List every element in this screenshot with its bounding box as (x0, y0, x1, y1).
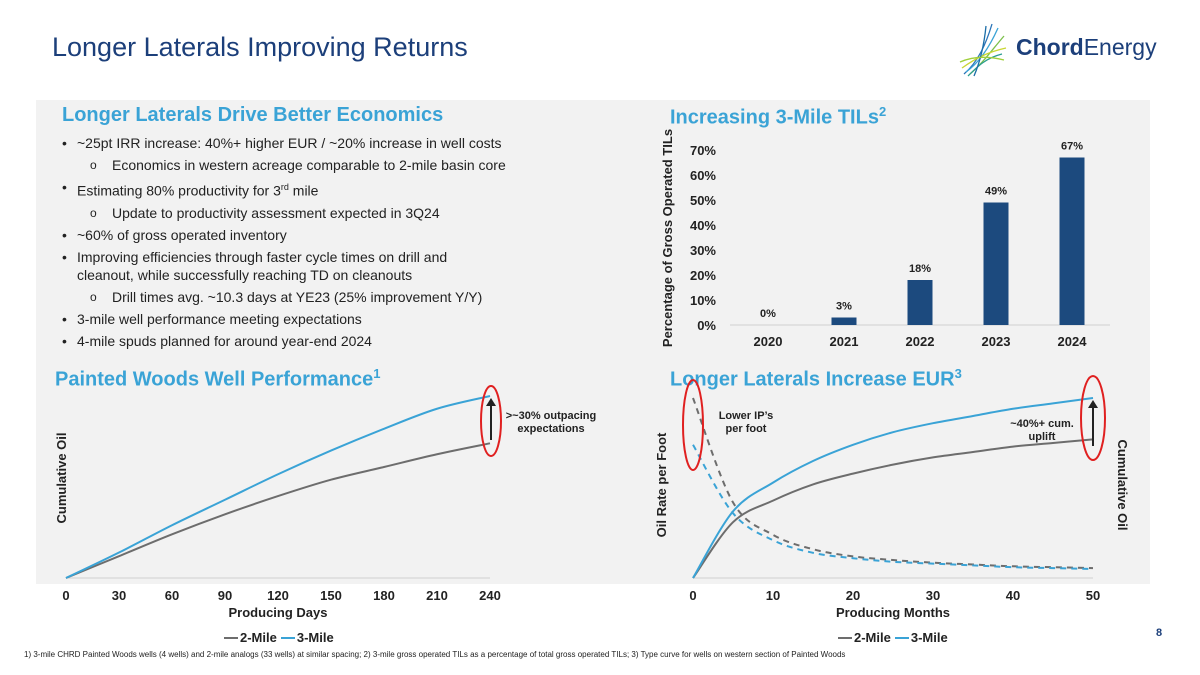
painted-woods-title: Painted Woods Well Performance1 (55, 366, 381, 391)
legend-swatch-2mile (838, 636, 852, 639)
eur-xtick-label: 30 (926, 588, 940, 603)
bullet-item: 4-mile spuds planned for around year-end… (62, 330, 622, 352)
eur-title: Longer Laterals Increase EUR3 (670, 366, 962, 391)
pw-xtick-label: 180 (373, 588, 395, 603)
pw-xtick-label: 30 (112, 588, 126, 603)
pw-xlabel: Producing Days (229, 605, 328, 620)
eur-xtick-label: 0 (689, 588, 696, 603)
pw-xtick-label: 60 (165, 588, 179, 603)
eur-xtick-label: 50 (1086, 588, 1100, 603)
legend-label-2mile: 2-Mile (240, 630, 277, 645)
eur-xtick-label: 20 (846, 588, 860, 603)
bullet-item: ~60% of gross operated inventory (62, 224, 622, 246)
legend-swatch-3mile (894, 636, 909, 639)
eur-xtick-label: 40 (1006, 588, 1020, 603)
eur-xlabel: Producing Months (836, 605, 950, 620)
footnote: 1) 3-mile CHRD Painted Woods wells (4 we… (24, 650, 846, 659)
bullet-item: 3-mile well performance meeting expectat… (62, 308, 622, 330)
pw-xtick-label: 150 (320, 588, 342, 603)
pw-xtick-label: 240 (479, 588, 501, 603)
page-number: 8 (1156, 627, 1163, 639)
legend-swatch-3mile (280, 636, 295, 639)
logo-wordmark: ChordEnergy (1016, 34, 1157, 60)
eur-legend: 2-Mile 3-Mile (838, 630, 948, 645)
bullet-item: Improving efficiencies through faster cy… (62, 248, 477, 284)
legend-label-3mile: 3-Mile (296, 630, 334, 645)
bullet-item: Economics in western acreage comparable … (62, 154, 622, 176)
tils-title: Increasing 3-Mile TILs2 (670, 104, 887, 129)
page-title: Longer Laterals Improving Returns (52, 32, 468, 62)
company-logo: ChordEnergy (958, 22, 1158, 78)
pw-xtick-label: 210 (426, 588, 448, 603)
legend-label-2mile: 2-Mile (854, 630, 891, 645)
economics-title: Longer Laterals Drive Better Economics (62, 104, 444, 126)
bullet-item: Drill times avg. ~10.3 days at YE23 (25%… (62, 286, 622, 308)
legend-label-3mile: 3-Mile (910, 630, 948, 645)
legend-swatch-2mile (224, 636, 238, 639)
pw-xtick-label: 120 (267, 588, 289, 603)
bullet-item: Update to productivity assessment expect… (62, 202, 622, 224)
pw-xtick-label: 90 (218, 588, 232, 603)
pw-xtick-label: 0 (62, 588, 69, 603)
eur-xtick-label: 10 (766, 588, 780, 603)
economics-bullets: ~25pt IRR increase: 40%+ higher EUR / ~2… (62, 132, 622, 352)
pw-legend: 2-Mile 3-Mile (224, 630, 334, 645)
bullet-item: ~25pt IRR increase: 40%+ higher EUR / ~2… (62, 132, 622, 154)
bullet-item: Estimating 80% productivity for 3rd mile (62, 176, 622, 202)
logo-mark-icon (959, 23, 1007, 77)
